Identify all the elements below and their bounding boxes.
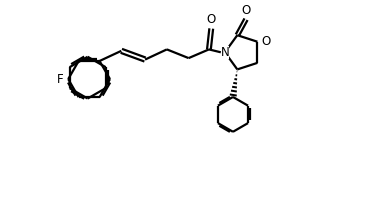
Text: F: F xyxy=(57,73,64,86)
Text: O: O xyxy=(261,35,270,48)
Text: N: N xyxy=(220,46,229,59)
Text: O: O xyxy=(241,4,251,17)
Text: O: O xyxy=(207,13,216,26)
